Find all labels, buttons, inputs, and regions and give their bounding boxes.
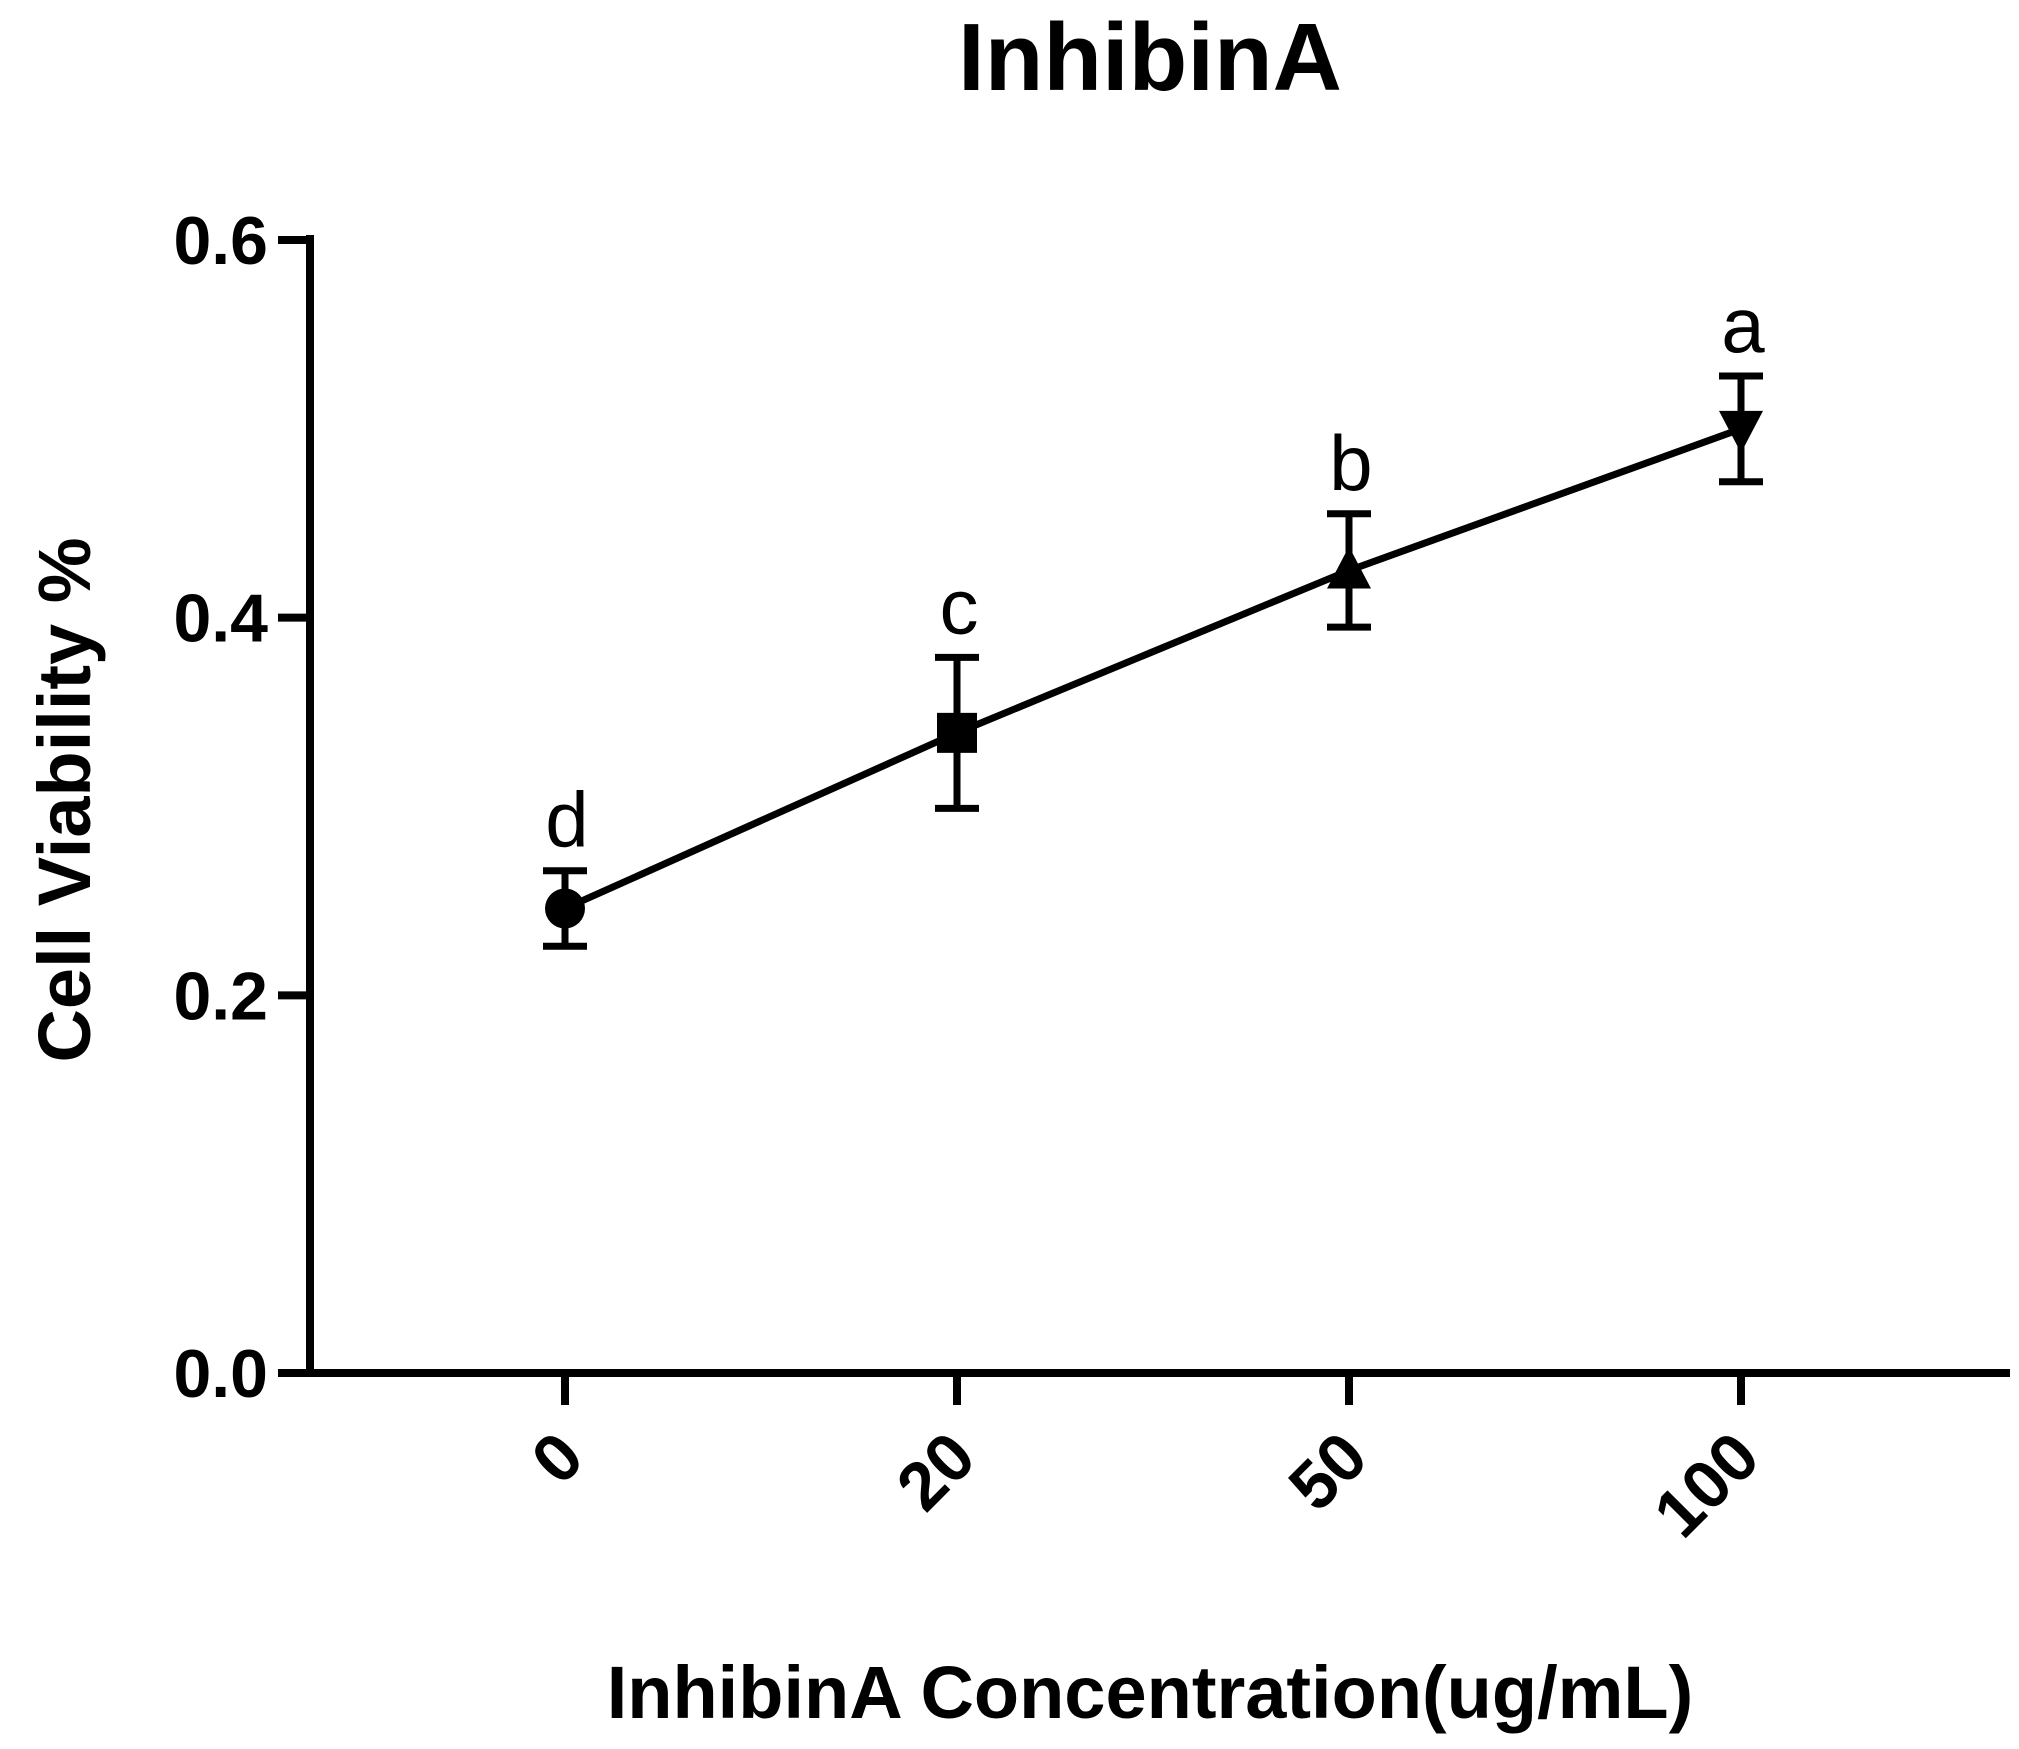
y-tick-label: 0.0 [173, 1336, 268, 1412]
data-point-square [937, 712, 977, 753]
significance-letter: a [1721, 281, 1765, 369]
axes [306, 235, 2010, 1377]
plot-area: d c b a [543, 281, 1765, 950]
x-tick-label: 20 [882, 1418, 989, 1525]
x-ticks: 0 20 50 100 [517, 1373, 1774, 1552]
y-tick-label: 0.6 [173, 203, 268, 279]
y-tick-label: 0.4 [173, 581, 268, 657]
x-axis-label: InhibinA Concentration(ug/mL) [607, 1651, 1694, 1734]
data-point-triangle-up [1327, 546, 1371, 589]
chart-title: InhibinA [958, 4, 1342, 111]
data-point-circle [545, 888, 585, 929]
x-tick-label: 100 [1640, 1418, 1774, 1552]
data-point-triangle-down [1719, 410, 1763, 453]
x-tick-label: 50 [1274, 1418, 1381, 1525]
y-axis-label: Cell Viability % [23, 537, 106, 1062]
x-tick-label: 0 [517, 1418, 597, 1498]
series-line [563, 425, 1743, 912]
y-ticks: 0.0 0.2 0.4 0.6 [173, 203, 310, 1412]
significance-letter: c [940, 562, 979, 650]
significance-letter: b [1329, 419, 1372, 507]
significance-letter: d [545, 776, 588, 864]
y-tick-label: 0.2 [173, 958, 268, 1034]
